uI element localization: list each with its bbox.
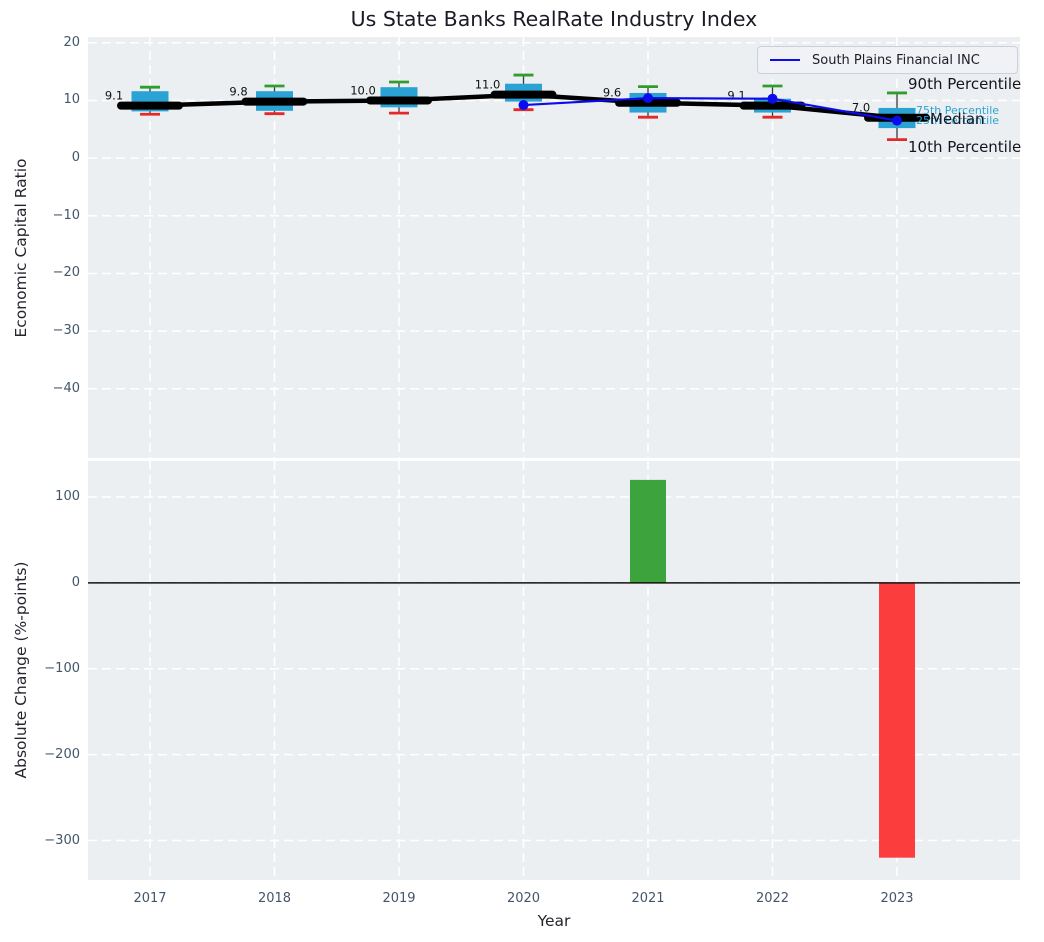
top-ytick--40: −40 [52, 380, 80, 396]
top-ytick-20: 20 [63, 34, 80, 50]
top-ytick--30: −30 [52, 323, 80, 339]
label-90th-percentile: 90th Percentile [908, 75, 1022, 93]
label-10th-percentile: 10th Percentile [908, 138, 1022, 156]
median-value-label-2017: 9.1 [105, 89, 123, 103]
median-value-label-2021: 9.6 [603, 86, 621, 100]
company-point-2020 [518, 100, 529, 111]
legend-label: South Plains Financial INC [812, 52, 980, 68]
bottom-ytick--200: −200 [44, 746, 80, 762]
top-ytick--10: −10 [52, 207, 80, 223]
median-value-label-2019: 10.0 [350, 83, 376, 97]
company-point-2022 [767, 93, 778, 104]
ylabel-absolute-change: Absolute Change (%-points) [12, 561, 30, 779]
median-value-label-2023: 7.0 [852, 101, 870, 115]
label-75th-percentile: 75th Percentile [916, 104, 1000, 117]
xlabel-year: Year [537, 912, 571, 930]
xtick-label-2018: 2018 [257, 891, 292, 906]
top-ytick-10: 10 [63, 92, 80, 108]
bottom-plot-svg [88, 461, 1020, 880]
label-median: Median [930, 110, 985, 128]
legend-line-swatch [770, 59, 800, 61]
bar-2023 [879, 582, 915, 858]
median-value-label-2022: 9.1 [727, 89, 745, 103]
xtick-label-2021: 2021 [631, 891, 665, 906]
company-point-2023 [892, 115, 902, 126]
legend-box: South Plains Financial INC [757, 46, 1018, 74]
label-25th-percentile: 25th Percentile [916, 114, 1000, 127]
company-point-2021 [643, 93, 653, 104]
bottom-ytick-100: 100 [55, 489, 80, 505]
xtick-label-2022: 2022 [755, 891, 790, 906]
ylabel-economic-capital-ratio: Economic Capital Ratio [12, 158, 30, 338]
xtick-label-2017: 2017 [133, 891, 167, 906]
median-value-label-2020: 11.0 [475, 78, 501, 92]
median-value-label-2018: 9.8 [229, 85, 247, 99]
top-plot-area [88, 37, 1020, 458]
xtick-label-2023: 2023 [880, 891, 914, 906]
bottom-plot-area [88, 461, 1020, 880]
xtick-label-2019: 2019 [382, 891, 416, 906]
bottom-ytick-0: 0 [71, 574, 80, 590]
top-plot-svg: 9.1 9.8 10.0 11.0 9.6 9.1 7.0 [88, 37, 1020, 458]
bar-2021 [630, 479, 666, 583]
company-line [523, 97, 898, 122]
bottom-ytick--100: −100 [44, 660, 80, 676]
bottom-ytick--300: −300 [44, 832, 80, 848]
figure-title: Us State Banks RealRate Industry Index [350, 7, 758, 31]
top-ytick-0: 0 [71, 150, 80, 166]
top-ytick--20: −20 [52, 265, 80, 281]
xtick-label-2020: 2020 [506, 891, 541, 906]
